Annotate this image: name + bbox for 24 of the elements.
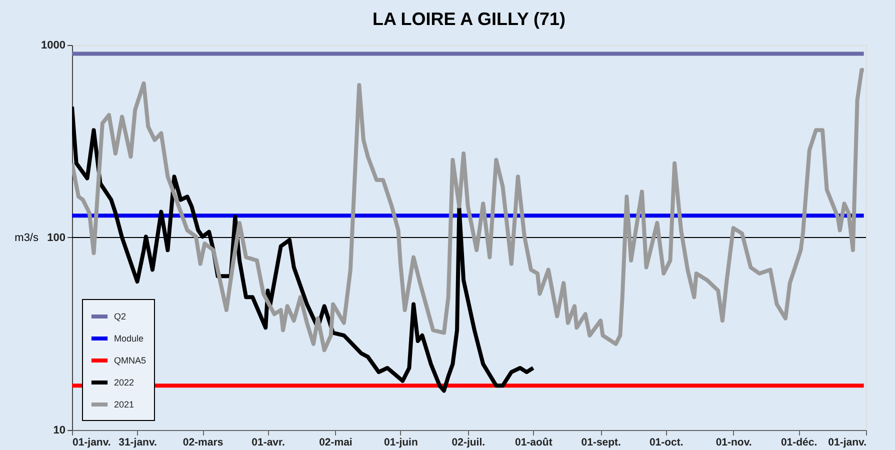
x-tick-label: 01-oct. [649,436,684,448]
chart-title: LA LOIRE A GILLY (71) [372,9,566,29]
legend-label: Module [114,334,144,344]
y-tick-label: 10 [53,424,66,436]
legend-label: Q2 [114,312,126,322]
x-tick-label: 02-mai [319,436,352,448]
y-tick-label: 1000 [41,40,66,52]
x-tick-label: 01-janv. [72,436,111,448]
legend-label: QMNA5 [114,356,146,366]
x-tick-label: 02-juil. [452,436,486,448]
x-tick-label: 01-nov. [716,436,752,448]
x-tick-label: 02-mars [182,436,224,448]
line-series [72,68,866,352]
y-tick-label: 100 [47,232,66,244]
x-tick-label: 31-janv. [118,436,158,448]
y-axis-title: m3/s [14,232,39,244]
x-tick-label: 01-déc. [780,436,818,448]
legend-label: 2021 [114,400,134,410]
x-tick-label: 01-juin [384,436,418,448]
x-tick-label: 01-janv. [828,436,867,448]
x-tick-label: 01-avr. [252,436,285,448]
x-tick-label: 01-août [515,436,553,448]
x-tick-label: 01-sept. [581,436,622,448]
legend-label: 2022 [114,378,134,388]
